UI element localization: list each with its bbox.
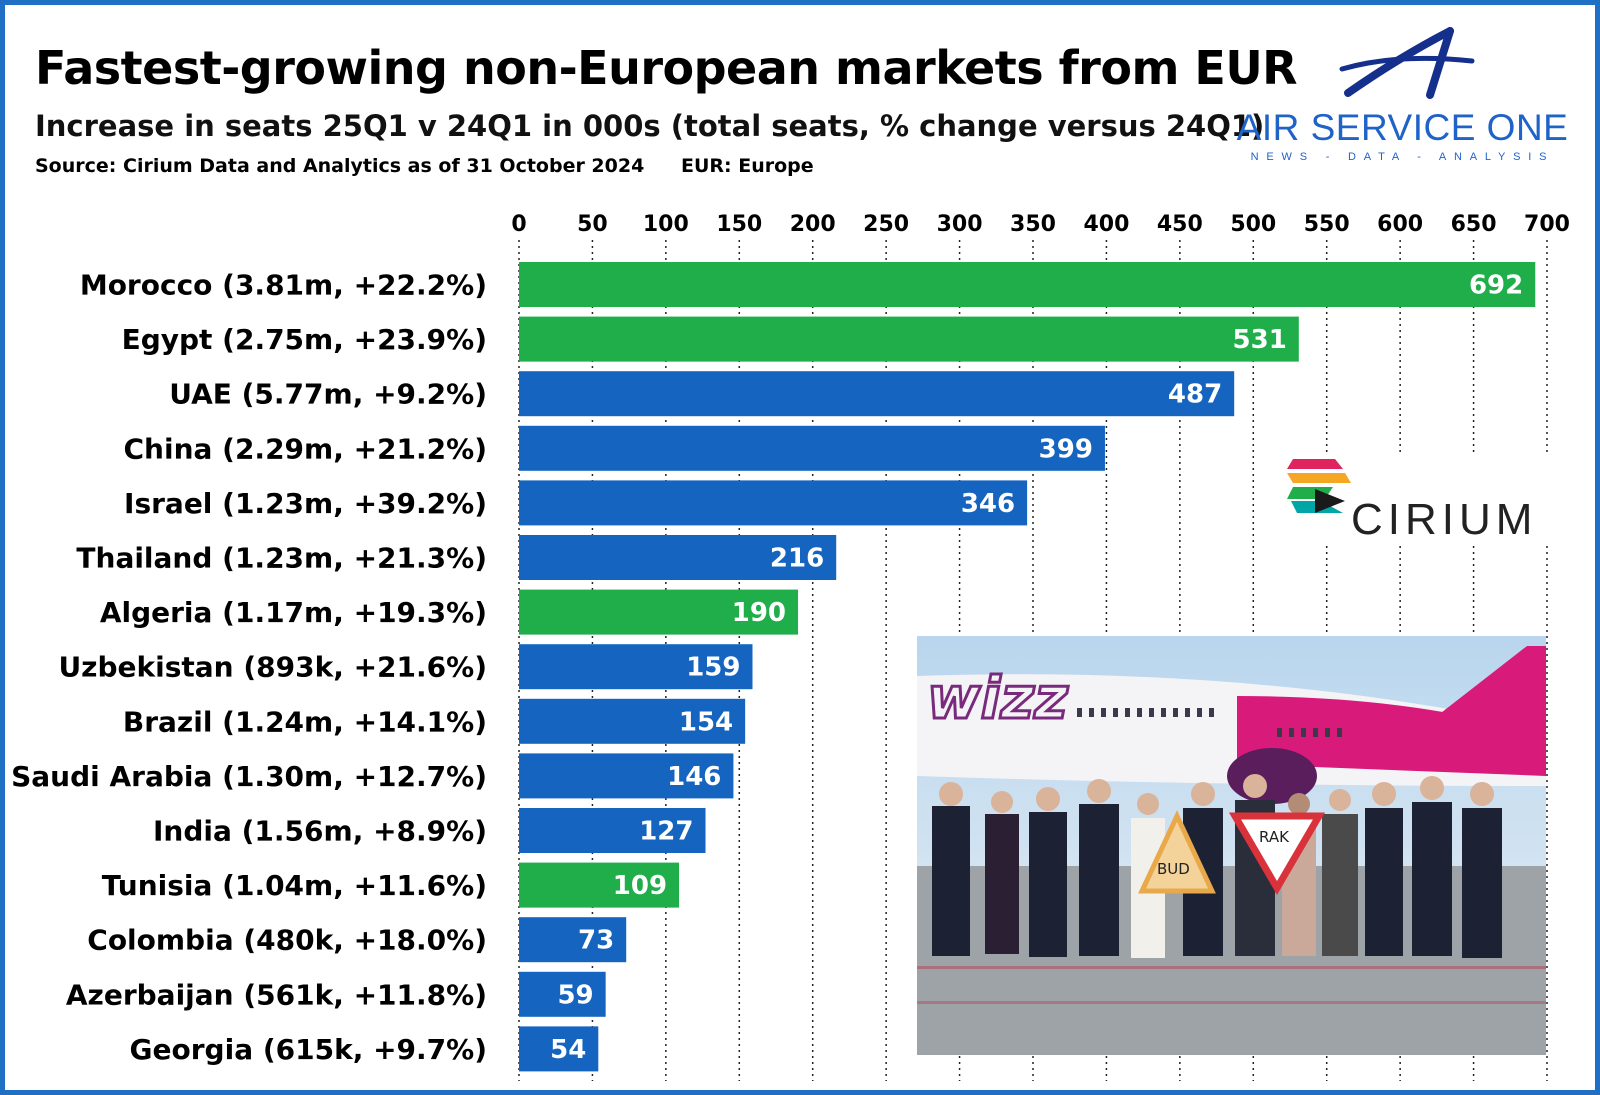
bar-value-label: 216 (770, 544, 824, 574)
category-label: UAE (5.77m, +9.2%) (169, 378, 487, 411)
x-tick-label: 600 (1377, 212, 1423, 237)
category-label: Tunisia (1.04m, +11.6%) (102, 869, 487, 902)
cirium-logo: CIRIUM (1285, 455, 1555, 545)
x-tick-label: 700 (1524, 212, 1570, 237)
bar (519, 535, 837, 580)
x-tick-label: 350 (1010, 212, 1056, 237)
bar-chart: 0 50 100 150 200 250 300 350 400 450 500 550 600 650 7… (11, 212, 1570, 1081)
x-tick-label: 400 (1083, 212, 1129, 237)
category-label: Algeria (1.17m, +19.3%) (100, 596, 487, 629)
bar (519, 480, 1028, 526)
bar-value-label: 73 (578, 926, 614, 956)
bar (519, 971, 606, 1017)
bar (519, 917, 627, 963)
bud-sign (1138, 810, 1216, 894)
x-tick-label: 200 (790, 212, 836, 237)
bar (519, 589, 799, 635)
bar-value-label: 346 (961, 489, 1015, 519)
bar (519, 425, 1105, 471)
bar-value-label: 154 (679, 707, 733, 737)
eur-note: EUR: Europe (681, 155, 814, 177)
bar (519, 862, 680, 908)
bar-value-label: 531 (1233, 325, 1287, 355)
x-tick-label: 250 (863, 212, 909, 237)
bar (519, 698, 746, 744)
bar (519, 644, 753, 690)
bar (519, 1026, 599, 1072)
bar (519, 753, 734, 799)
category-label: Colombia (480k, +18.0%) (87, 924, 487, 957)
bar-value-label: 146 (667, 762, 721, 792)
x-tick-label: 50 (577, 212, 608, 237)
bar-value-label: 109 (613, 871, 667, 901)
x-tick-label: 150 (716, 212, 762, 237)
bar (519, 262, 1536, 307)
bar-value-label: 487 (1168, 380, 1222, 410)
brand-name: AIR SERVICE ONE (1236, 107, 1569, 148)
bar-value-label: 692 (1469, 271, 1523, 301)
x-tick-label: 550 (1304, 212, 1350, 237)
category-label: India (1.56m, +8.9%) (153, 815, 487, 848)
bar-value-label: 127 (639, 817, 693, 847)
crew-group (932, 774, 1502, 958)
x-tick-label: 100 (643, 212, 689, 237)
bar-value-label: 54 (550, 1035, 586, 1065)
cirium-wordmark: CIRIUM (1351, 495, 1538, 544)
air-service-one-logo: AIR SERVICE ONE NEWS - DATA - ANALYSIS (1220, 23, 1585, 173)
bud-sign-text: BUD (1157, 860, 1190, 878)
bar (519, 808, 706, 853)
category-label: Saudi Arabia (1.30m, +12.7%) (11, 760, 487, 793)
air-service-one-mark-icon (1339, 27, 1475, 99)
bar (519, 371, 1235, 417)
x-tick-label: 450 (1157, 212, 1203, 237)
rak-sign-text: RAK (1259, 828, 1290, 846)
rak-sign (1228, 812, 1326, 895)
x-tick-label: 650 (1451, 212, 1497, 237)
chart-title: Fastest-growing non-European markets fro… (35, 41, 1298, 95)
x-tick-label: 500 (1230, 212, 1276, 237)
source-note: Source: Cirium Data and Analytics as of … (35, 155, 645, 177)
x-tick-label: 0 (511, 212, 526, 237)
x-tick-label: 300 (937, 212, 983, 237)
category-label: Georgia (615k, +9.7%) (130, 1033, 487, 1066)
chart-subtitle: Increase in seats 25Q1 v 24Q1 in 000s (t… (35, 109, 1265, 143)
category-label: Israel (1.23m, +39.2%) (124, 487, 487, 520)
bar-value-label: 399 (1039, 434, 1093, 464)
bar-value-label: 190 (732, 598, 786, 628)
category-label: Azerbaijan (561k, +11.8%) (66, 978, 487, 1011)
category-label: Morocco (3.81m, +22.2%) (80, 269, 487, 302)
bar (519, 316, 1299, 362)
category-label: Brazil (1.24m, +14.1%) (123, 705, 487, 738)
wizz-air-photo: wizz (917, 636, 1546, 1055)
bar-value-label: 159 (686, 653, 740, 683)
category-label: Egypt (2.75m, +23.9%) (122, 323, 487, 356)
brand-tagline: NEWS - DATA - ANALYSIS (1250, 151, 1555, 163)
category-label: China (2.29m, +21.2%) (124, 432, 488, 465)
wizz-livery-text: wizz (927, 664, 1068, 732)
cirium-mark-icon (1287, 459, 1351, 513)
bar-value-label: 59 (557, 980, 593, 1010)
category-label: Uzbekistan (893k, +21.6%) (58, 651, 487, 684)
category-label: Thailand (1.23m, +21.3%) (76, 542, 487, 575)
